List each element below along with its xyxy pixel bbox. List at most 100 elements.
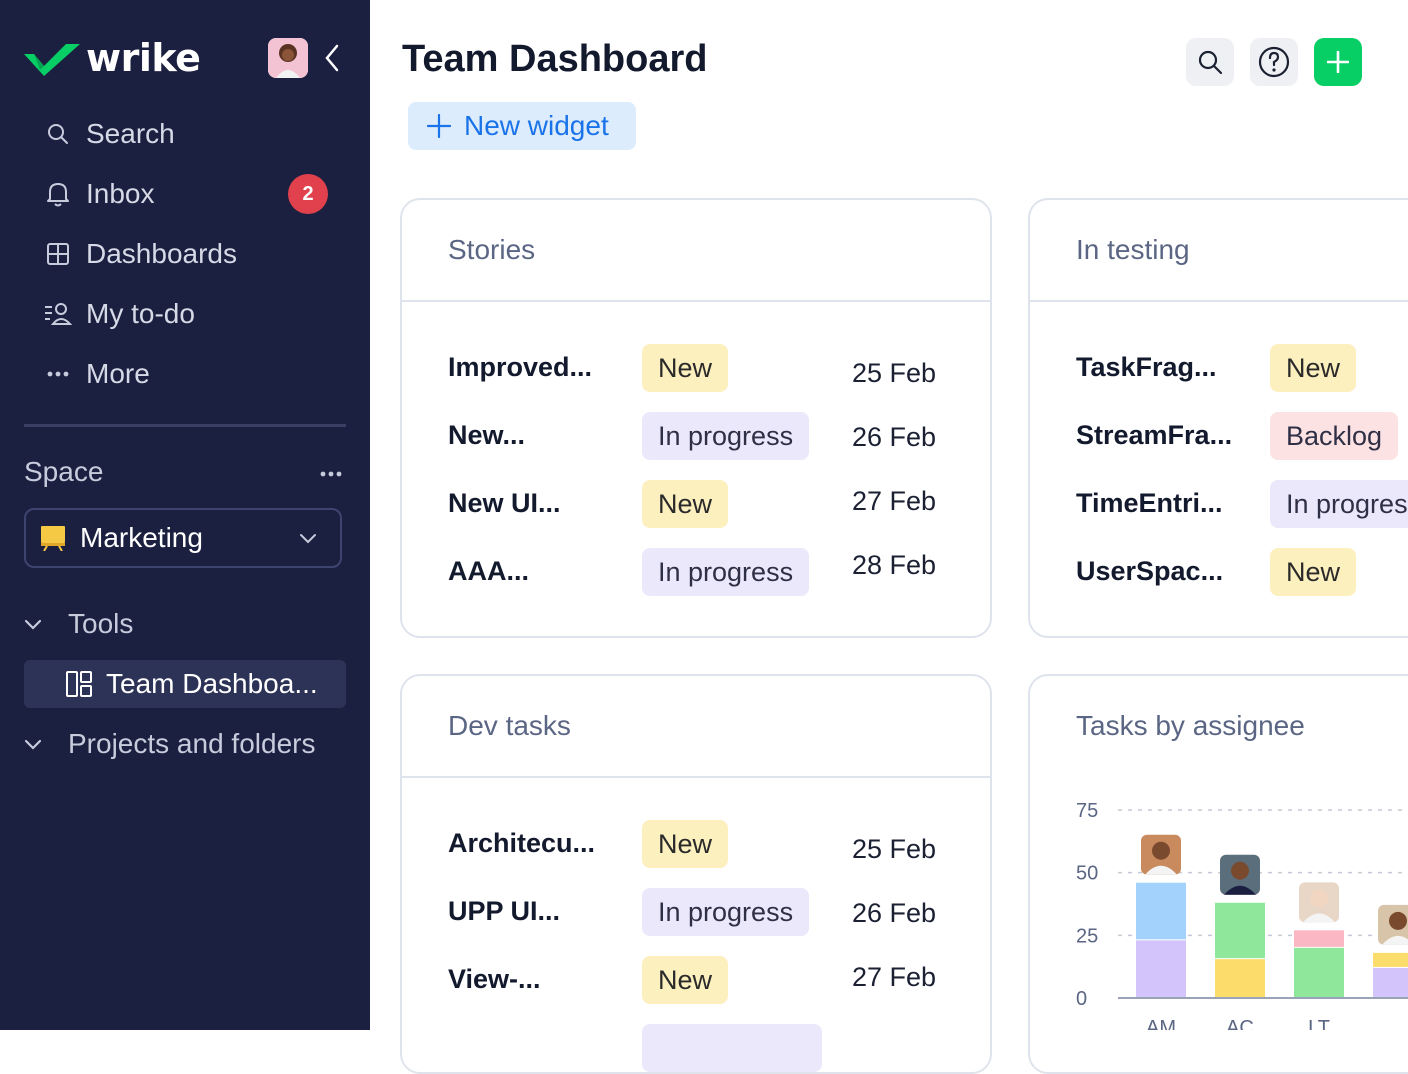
nav-more-label: More: [86, 358, 150, 389]
y-tick-label: 75: [1076, 800, 1098, 822]
widget-title: Dev tasks: [448, 710, 571, 741]
task-name[interactable]: StreamFra...: [1076, 420, 1233, 450]
task-name[interactable]: UPP UI...: [448, 896, 561, 926]
nav-my-todo-label: My to-do: [86, 298, 195, 329]
more-dots-icon: [320, 471, 342, 477]
space-easel-icon: [40, 525, 66, 552]
nav-search[interactable]: Search: [44, 112, 175, 156]
task-name[interactable]: New...: [448, 420, 526, 450]
status-badge[interactable]: New: [1270, 344, 1357, 392]
collapse-sidebar-button[interactable]: [318, 40, 346, 76]
bar-segment[interactable]: [1373, 952, 1408, 967]
space-selector-value: Marketing: [80, 522, 203, 553]
assignee-avatar[interactable]: [1141, 834, 1181, 875]
chevron-down-icon: [24, 610, 56, 638]
space-selector[interactable]: Marketing: [24, 508, 342, 568]
tree-item-team-dashboard[interactable]: Team Dashboa...: [24, 660, 346, 708]
bell-icon: [44, 180, 72, 208]
task-name[interactable]: View-...: [448, 964, 541, 994]
bar-segment[interactable]: [1294, 930, 1344, 947]
widget-stories: Stories Improved... New 25 Feb New... In…: [400, 198, 992, 638]
task-name[interactable]: Improved...: [448, 352, 593, 382]
status-badge[interactable]: New: [642, 344, 729, 392]
y-tick-label: 25: [1076, 925, 1098, 947]
widget-dev-tasks: Dev tasks Architecu... New 25 Feb UPP UI…: [400, 674, 992, 1074]
wrike-logo[interactable]: wrike: [24, 36, 201, 80]
more-dots-icon: [44, 360, 72, 388]
tree-projects-and-folders[interactable]: Projects and folders: [24, 722, 315, 766]
nav-dashboards[interactable]: Dashboards: [44, 232, 237, 276]
wrike-check-icon: [24, 44, 80, 76]
search-icon: [44, 120, 72, 148]
widget-title: In testing: [1076, 234, 1190, 265]
nav-search-label: Search: [86, 118, 175, 149]
status-badge[interactable]: Backlog: [1270, 412, 1399, 460]
status-badge[interactable]: [642, 1024, 822, 1072]
status-badge[interactable]: In progress: [642, 548, 810, 596]
search-icon: [1198, 50, 1223, 75]
chevron-down-icon: [294, 524, 322, 552]
status-badge[interactable]: New: [642, 820, 729, 868]
create-button[interactable]: [1314, 38, 1362, 86]
status-badge[interactable]: In progress: [642, 412, 810, 460]
task-name[interactable]: UserSpac...: [1076, 556, 1224, 586]
task-name[interactable]: TaskFrag...: [1076, 352, 1217, 382]
tree-projects-label: Projects and folders: [68, 728, 316, 759]
widget-divider: [402, 776, 990, 778]
bar-segment[interactable]: [1215, 902, 1265, 959]
widget-title: Tasks by assignee: [1076, 710, 1305, 741]
y-tick-label: 50: [1076, 863, 1098, 885]
plus-icon: [426, 113, 452, 139]
task-name[interactable]: New UI...: [448, 488, 561, 518]
widget-divider: [402, 300, 990, 302]
nav-inbox[interactable]: Inbox: [44, 172, 155, 216]
status-badge[interactable]: New: [1270, 548, 1357, 596]
assignee-avatar[interactable]: [1299, 882, 1339, 923]
bar-segment[interactable]: [1136, 882, 1186, 940]
bar-segment[interactable]: [1373, 967, 1408, 997]
chevron-down-icon: [24, 730, 56, 758]
help-icon: [1258, 46, 1290, 78]
search-button[interactable]: [1186, 38, 1234, 86]
logo-text: wrike: [86, 36, 201, 80]
tree-tools[interactable]: Tools: [24, 602, 133, 646]
widget-title: Stories: [448, 234, 536, 265]
assignee-avatar[interactable]: [1378, 904, 1408, 945]
task-name[interactable]: Architecu...: [448, 828, 596, 858]
bar-segment[interactable]: [1136, 940, 1186, 997]
status-badge[interactable]: New: [642, 480, 729, 528]
space-options-button[interactable]: [316, 462, 346, 486]
new-widget-button[interactable]: New widget: [408, 102, 636, 150]
due-date: 26 Feb: [852, 422, 937, 452]
user-avatar[interactable]: [268, 38, 308, 78]
new-widget-label: New widget: [464, 110, 609, 141]
x-category-label: LT: [1308, 1017, 1330, 1030]
tasks-by-assignee-chart: 75 50 25 0 AM AC LT: [1076, 800, 1408, 1030]
help-button[interactable]: [1250, 38, 1298, 86]
task-name[interactable]: TimeEntri...: [1076, 488, 1223, 518]
sidebar-divider: [24, 424, 346, 427]
todo-icon: [44, 300, 72, 328]
x-category-label: AC: [1226, 1017, 1254, 1030]
status-badge[interactable]: In progres: [1270, 480, 1408, 528]
due-date: 25 Feb: [852, 834, 937, 864]
task-name[interactable]: AAA...: [448, 556, 529, 586]
bar-segment[interactable]: [1294, 947, 1344, 997]
nav-my-todo[interactable]: My to-do: [44, 292, 195, 336]
tree-item-team-dashboard-label: Team Dashboa...: [106, 668, 318, 699]
bar-segment[interactable]: [1215, 959, 1265, 997]
widget-divider: [1030, 300, 1408, 302]
inbox-count-badge: 2: [288, 174, 328, 214]
status-badge[interactable]: In progress: [642, 888, 810, 936]
due-date: 28 Feb: [852, 550, 937, 580]
due-date: 27 Feb: [852, 962, 937, 992]
assignee-avatar[interactable]: [1220, 854, 1260, 895]
due-date: 25 Feb: [852, 358, 937, 388]
x-category-label: AM: [1146, 1017, 1176, 1030]
y-tick-label: 0: [1076, 988, 1087, 1010]
due-date: 26 Feb: [852, 898, 937, 928]
nav-more[interactable]: More: [44, 352, 150, 396]
sidebar: wrike Search Inbox 2 Dashboards: [0, 0, 370, 1030]
status-badge[interactable]: New: [642, 956, 729, 1004]
widget-in-testing: In testing TaskFrag... New StreamFra... …: [1028, 198, 1408, 638]
